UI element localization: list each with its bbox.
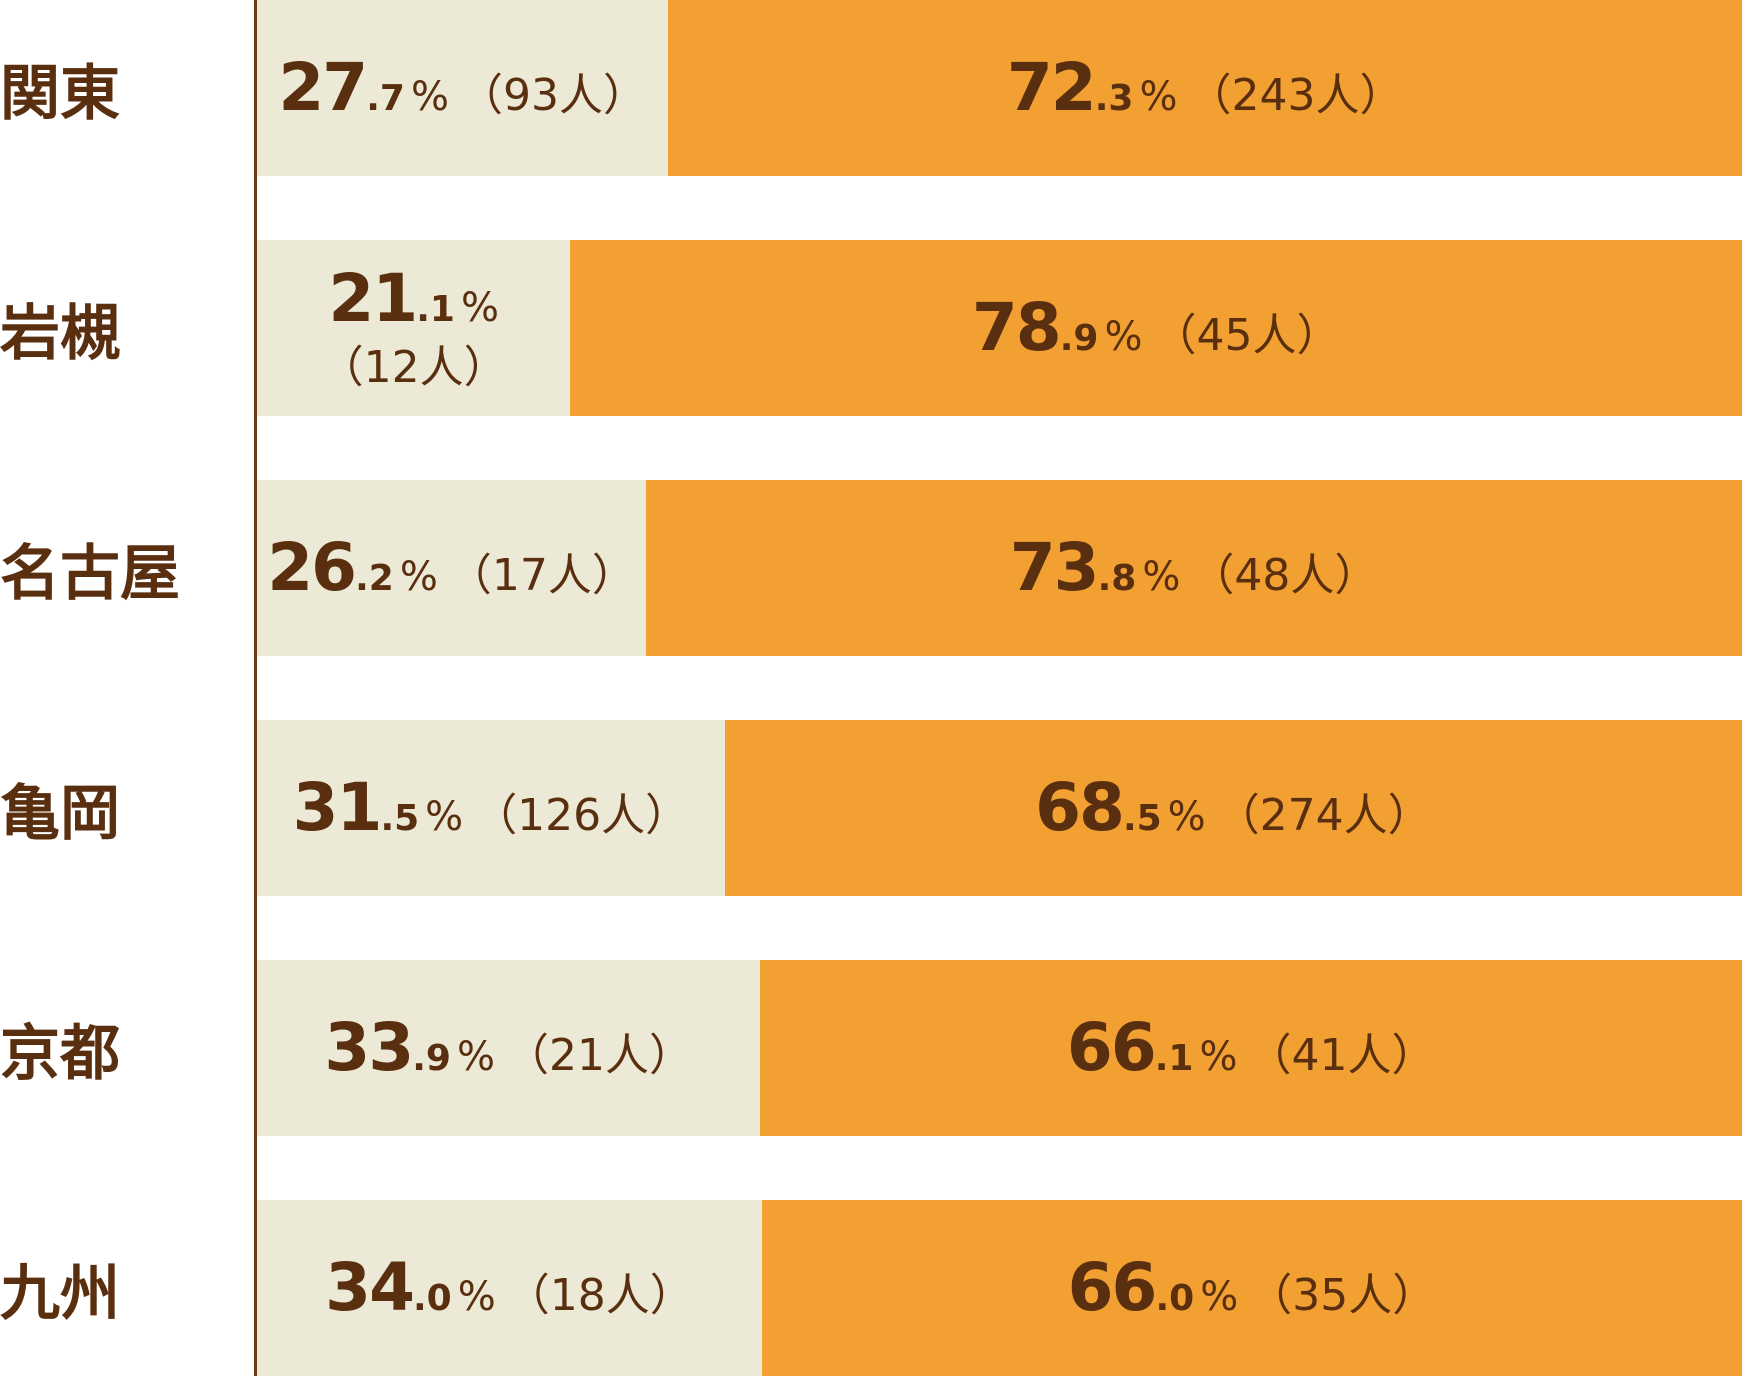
percent-sign: % <box>425 794 464 840</box>
count-label: （126人） <box>473 790 690 841</box>
percent-sign: % <box>456 1034 495 1080</box>
bar-row: 京都 33.9% （21人） 66.1% （41人） <box>0 960 1746 1136</box>
bar-row: 九州 34.0% （18人） 66.0% （35人） <box>0 1200 1746 1376</box>
data-label: 33.9% （21人） <box>324 1015 693 1081</box>
percent-decimal: .2 <box>355 558 394 599</box>
bar-segment-second: 66.1% （41人） <box>760 960 1742 1136</box>
bar-row: 亀岡 31.5% （126人） 68.5% （274人） <box>0 720 1746 896</box>
percent-decimal: .0 <box>1155 1278 1195 1319</box>
percent-decimal: .1 <box>1154 1038 1194 1079</box>
data-label: 78.9% （45人） <box>972 295 1341 361</box>
count-label: （41人） <box>1247 1030 1436 1081</box>
count-label: （93人） <box>458 70 647 121</box>
count-label: （48人） <box>1190 550 1379 601</box>
count-label: （274人） <box>1215 790 1432 841</box>
percent-integer: 34 <box>325 1249 415 1326</box>
category-label: 岩槻 <box>0 298 120 369</box>
bar-row: 関東 27.7% （93人） 72.3% （243人） <box>0 0 1746 176</box>
percent-sign: % <box>1142 554 1181 600</box>
count-label: （12人） <box>319 342 508 393</box>
percent-sign: % <box>1200 1274 1239 1320</box>
bar-row: 岩槻 21.1% （12人） 78.9% （45人） <box>0 240 1746 416</box>
data-label: 26.2% （17人） <box>267 535 636 601</box>
count-label: （18人） <box>505 1270 694 1321</box>
percent-integer: 68 <box>1035 769 1125 846</box>
percent-sign: % <box>399 554 438 600</box>
percent-integer: 66 <box>1067 1249 1158 1326</box>
count-label: （243人） <box>1187 70 1404 121</box>
bar-segment-first: 31.5% （126人） <box>257 720 725 896</box>
category-label: 関東 <box>0 58 120 129</box>
percent-integer: 72 <box>1006 49 1097 126</box>
data-label: 27.7% （93人） <box>278 55 647 121</box>
bar-segment-first: 26.2% （17人） <box>257 480 647 656</box>
percent-integer: 73 <box>1009 529 1100 606</box>
bar-segment-first: 34.0% （18人） <box>257 1200 762 1376</box>
percent-integer: 21 <box>328 260 418 337</box>
count-label: （35人） <box>1248 1270 1437 1321</box>
percent-sign: % <box>1199 1034 1238 1080</box>
percent-integer: 33 <box>324 1009 414 1086</box>
bar-segment-second: 73.8% （48人） <box>646 480 1742 656</box>
percent-sign: % <box>410 74 449 120</box>
bar-segment-first: 27.7% （93人） <box>257 0 669 176</box>
data-label: 66.1% （41人） <box>1067 1015 1436 1081</box>
data-label: 31.5% （126人） <box>293 775 690 841</box>
percent-decimal: .8 <box>1097 558 1137 599</box>
bar-segment-second: 68.5% （274人） <box>724 720 1742 896</box>
percent-integer: 31 <box>292 769 383 846</box>
percent-sign: % <box>1167 794 1206 840</box>
bar-segment-second: 72.3% （243人） <box>668 0 1742 176</box>
percent-integer: 66 <box>1066 1009 1157 1086</box>
percent-line: 21.1% <box>328 266 499 332</box>
data-label: 68.5% （274人） <box>1035 775 1432 841</box>
percent-sign: % <box>1104 314 1143 360</box>
percent-sign: % <box>457 1274 496 1320</box>
bar-segment-second: 78.9% （45人） <box>570 240 1742 416</box>
bar-segment-first: 33.9% （21人） <box>257 960 761 1136</box>
percent-decimal: .9 <box>1059 318 1099 359</box>
percent-decimal: .5 <box>1122 798 1162 839</box>
percent-decimal: .5 <box>380 798 420 839</box>
percent-integer: 78 <box>971 289 1062 366</box>
category-label: 亀岡 <box>0 778 120 849</box>
count-label: （17人） <box>447 550 636 601</box>
percent-decimal: .1 <box>416 289 455 330</box>
data-label: 66.0% （35人） <box>1068 1255 1437 1321</box>
percent-decimal: .0 <box>413 1278 452 1319</box>
percent-decimal: .7 <box>366 78 405 119</box>
data-label: 73.8% （48人） <box>1010 535 1379 601</box>
percent-integer: 27 <box>278 49 368 126</box>
category-axis-line <box>254 0 257 1376</box>
count-label: （21人） <box>505 1030 693 1081</box>
category-label: 名古屋 <box>0 538 180 609</box>
bar-segment-second: 66.0% （35人） <box>761 1200 1742 1376</box>
bar-segment-first: 21.1% （12人） <box>257 240 571 416</box>
bar-row: 名古屋 26.2% （17人） 73.8% （48人） <box>0 480 1746 656</box>
percent-sign: % <box>1139 74 1178 120</box>
data-label: 72.3% （243人） <box>1007 55 1404 121</box>
percent-sign: % <box>460 285 499 331</box>
category-label: 九州 <box>0 1258 120 1329</box>
count-label: （45人） <box>1152 310 1341 361</box>
data-label: 34.0% （18人） <box>325 1255 694 1321</box>
category-label: 京都 <box>0 1018 120 1089</box>
percent-decimal: .9 <box>412 1038 451 1079</box>
percent-integer: 26 <box>267 529 357 606</box>
percent-decimal: .3 <box>1094 78 1134 119</box>
data-label: 21.1% （12人） <box>320 266 508 390</box>
